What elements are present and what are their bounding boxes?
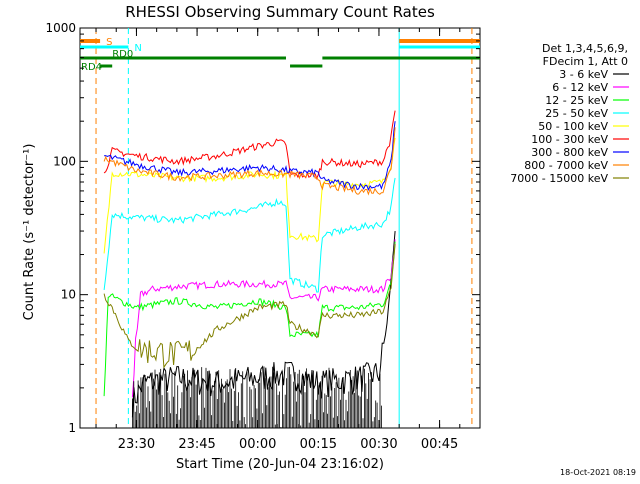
legend-label-7000-15000-kev: 7000 - 15000 keV bbox=[510, 172, 608, 185]
plot-frame bbox=[79, 27, 481, 429]
x-tick-label: 00:15 bbox=[300, 437, 337, 452]
chart-title: RHESSI Observing Summary Count Rates bbox=[125, 3, 435, 21]
legend-label-12-25-kev: 12 - 25 keV bbox=[545, 94, 608, 107]
legend-label-25-50-kev: 25 - 50 keV bbox=[545, 107, 608, 120]
flag-label-rd4: RD4 bbox=[81, 62, 102, 73]
legend-label-800-7000-kev: 800 - 7000 keV bbox=[524, 159, 608, 172]
y-tick-label: 1000 bbox=[45, 21, 76, 35]
series-line-300-800-kev bbox=[104, 121, 396, 192]
legend-header-detectors: Det 1,3,4,5,6,9, bbox=[542, 42, 628, 55]
flag-label-rd0: RD0 bbox=[112, 49, 133, 60]
x-axis-label: Start Time (20-Jun-04 23:16:02) bbox=[176, 457, 384, 472]
x-tick-label: 00:30 bbox=[360, 437, 397, 452]
y-axis-label: Count Rate (s⁻¹ detector⁻¹) bbox=[22, 144, 37, 321]
legend-label-300-800-kev: 300 - 800 keV bbox=[531, 146, 608, 159]
flag-label-n: N bbox=[134, 43, 141, 54]
flag-label-s: S bbox=[106, 37, 112, 48]
y-tick-label: 10 bbox=[61, 288, 76, 302]
x-tick-label: 00:45 bbox=[421, 437, 458, 452]
legend-label-3-6-kev: 3 - 6 keV bbox=[559, 68, 608, 81]
x-tick-label: 00:00 bbox=[239, 437, 276, 452]
series-line-25-50-kev bbox=[103, 177, 396, 293]
y-tick-label: 1 bbox=[68, 421, 76, 435]
series-line-12-25-kev bbox=[103, 241, 396, 397]
legend-label-6-12-kev: 6 - 12 keV bbox=[552, 81, 608, 94]
legend-label-100-300-kev: 100 - 300 keV bbox=[531, 133, 608, 146]
footer-timestamp: 18-Oct-2021 08:19 bbox=[560, 468, 636, 477]
legend-header-decimation: FDecim 1, Att 0 bbox=[543, 55, 628, 68]
series-line-800-7000-kev bbox=[103, 127, 396, 196]
series-line-100-300-kev bbox=[103, 110, 396, 180]
series-line-6-12-kev bbox=[131, 239, 396, 398]
legend-label-50-100-kev: 50 - 100 keV bbox=[538, 120, 608, 133]
series-line-50-100-kev bbox=[103, 137, 396, 254]
series-line-7000-15000-kev bbox=[103, 243, 396, 369]
x-tick-label: 23:45 bbox=[178, 437, 215, 452]
y-tick-label: 100 bbox=[53, 154, 76, 168]
x-tick-label: 23:30 bbox=[118, 437, 155, 452]
